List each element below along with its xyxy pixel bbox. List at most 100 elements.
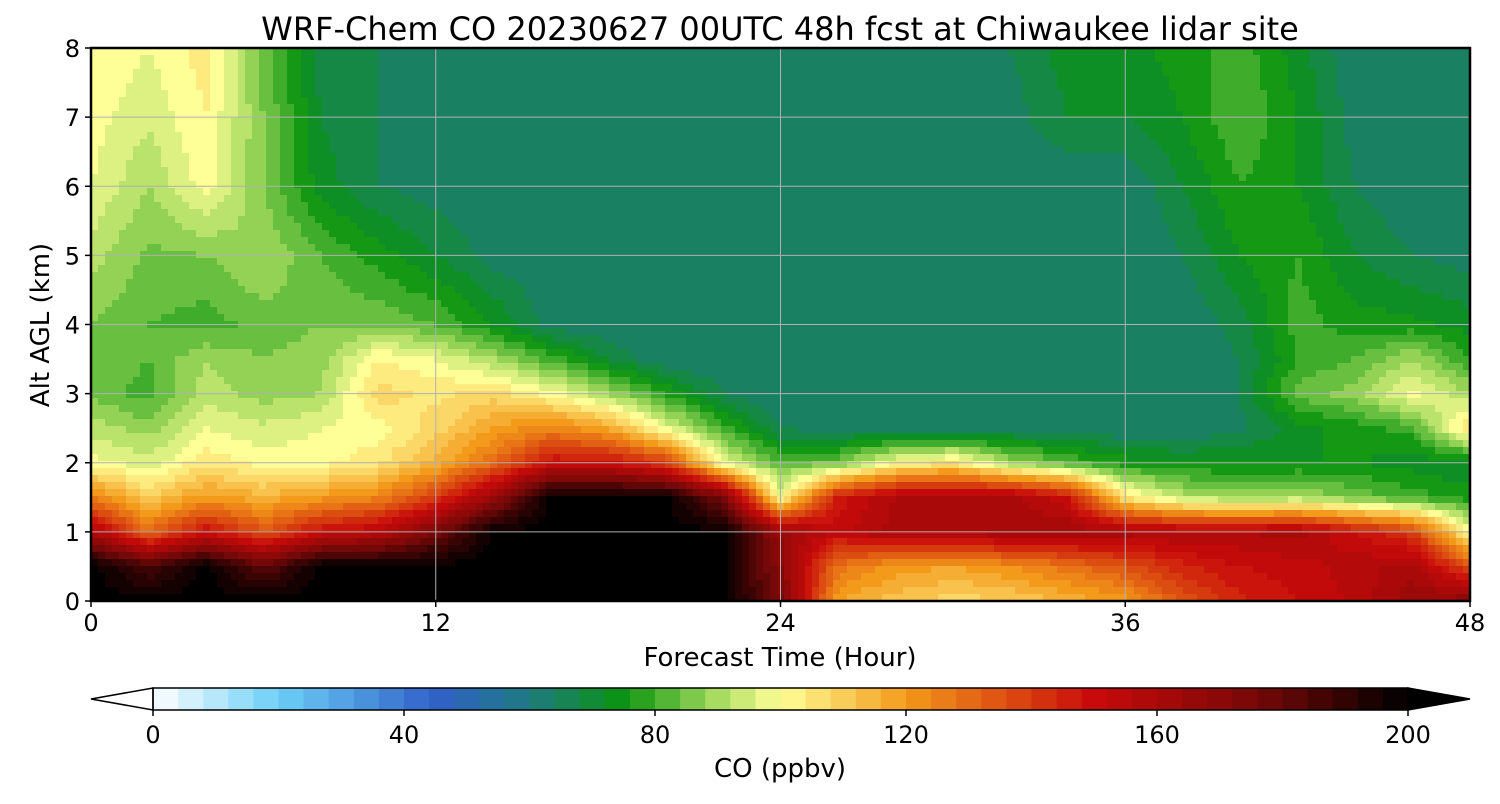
heatmap-cell [889, 132, 897, 140]
heatmap-cell [987, 195, 995, 203]
heatmap-cell [553, 104, 561, 112]
heatmap-cell [987, 174, 995, 182]
heatmap-cell [336, 76, 344, 84]
heatmap-cell [1435, 83, 1443, 91]
heatmap-cell [1330, 48, 1338, 56]
heatmap-cell [273, 181, 281, 189]
heatmap-cell [1050, 216, 1058, 224]
heatmap-cell [1449, 90, 1457, 98]
heatmap-cell [693, 125, 701, 133]
heatmap-cell [1099, 69, 1107, 77]
heatmap-cell [196, 174, 204, 182]
heatmap-cell [588, 188, 596, 196]
heatmap-cell [798, 195, 806, 203]
heatmap-cell [1001, 55, 1009, 63]
heatmap-cell [455, 223, 463, 231]
heatmap-cell [1302, 181, 1310, 189]
heatmap-cell [231, 69, 239, 77]
heatmap-cell [889, 111, 897, 119]
heatmap-cell [1456, 62, 1464, 70]
heatmap-cell [917, 188, 925, 196]
heatmap-cell [315, 209, 323, 217]
heatmap-cell [308, 48, 316, 56]
heatmap-cell [1064, 62, 1072, 70]
heatmap-cell [693, 48, 701, 56]
heatmap-cell [791, 160, 799, 168]
heatmap-cell [560, 48, 568, 56]
heatmap-cell [1050, 167, 1058, 175]
heatmap-cell [1365, 48, 1373, 56]
heatmap-cell [735, 111, 743, 119]
heatmap-cell [539, 62, 547, 70]
heatmap-cell [455, 174, 463, 182]
heatmap-cell [308, 62, 316, 70]
heatmap-cell [1057, 83, 1065, 91]
heatmap-cell [1358, 132, 1366, 140]
heatmap-cell [1008, 146, 1016, 154]
heatmap-cell [273, 55, 281, 63]
heatmap-cell [980, 195, 988, 203]
heatmap-cell [798, 132, 806, 140]
heatmap-cell [882, 125, 890, 133]
heatmap-cell [504, 216, 512, 224]
heatmap-cell [1050, 76, 1058, 84]
heatmap-cell [1309, 90, 1317, 98]
heatmap-cell [973, 111, 981, 119]
heatmap-cell [1288, 181, 1296, 189]
heatmap-cell [1309, 167, 1317, 175]
heatmap-cell [1316, 111, 1324, 119]
heatmap-cell [679, 146, 687, 154]
heatmap-cell [175, 202, 183, 210]
heatmap-cell [987, 104, 995, 112]
heatmap-cell [1204, 167, 1212, 175]
heatmap-cell [1204, 83, 1212, 91]
heatmap-cell [455, 48, 463, 56]
heatmap-cell [259, 83, 267, 91]
heatmap-cell [616, 76, 624, 84]
heatmap-cell [539, 153, 547, 161]
heatmap-cell [343, 132, 351, 140]
heatmap-cell [1239, 216, 1247, 224]
heatmap-cell [112, 118, 120, 126]
heatmap-cell [812, 195, 820, 203]
heatmap-cell [1015, 195, 1023, 203]
heatmap-cell [140, 90, 148, 98]
heatmap-cell [1456, 83, 1464, 91]
heatmap-cell [1085, 90, 1093, 98]
heatmap-cell [329, 55, 337, 63]
heatmap-cell [490, 216, 498, 224]
heatmap-cell [1414, 153, 1422, 161]
heatmap-cell [973, 160, 981, 168]
heatmap-cell [1134, 62, 1142, 70]
heatmap-cell [1176, 195, 1184, 203]
heatmap-cell [665, 55, 673, 63]
heatmap-cell [1372, 181, 1380, 189]
heatmap-cell [651, 153, 659, 161]
heatmap-cell [1435, 90, 1443, 98]
heatmap-cell [1295, 90, 1303, 98]
heatmap-cell [784, 76, 792, 84]
heatmap-cell [1092, 167, 1100, 175]
heatmap-cell [350, 216, 358, 224]
heatmap-cell [1407, 153, 1415, 161]
heatmap-cell [966, 111, 974, 119]
heatmap-cell [112, 167, 120, 175]
heatmap-cell [1113, 139, 1121, 147]
heatmap-cell [1407, 97, 1415, 105]
heatmap-cell [1099, 90, 1107, 98]
heatmap-cell [1043, 139, 1051, 147]
heatmap-cell [469, 104, 477, 112]
heatmap-cell [539, 202, 547, 210]
heatmap-cell [1169, 97, 1177, 105]
heatmap-cell [189, 125, 197, 133]
heatmap-cell [1029, 146, 1037, 154]
heatmap-cell [119, 160, 127, 168]
heatmap-cell [364, 90, 372, 98]
heatmap-cell [112, 139, 120, 147]
heatmap-cell [798, 97, 806, 105]
heatmap-cell [287, 55, 295, 63]
heatmap-cell [749, 125, 757, 133]
heatmap-cell [1428, 97, 1436, 105]
heatmap-cell [308, 83, 316, 91]
heatmap-cell [1232, 125, 1240, 133]
